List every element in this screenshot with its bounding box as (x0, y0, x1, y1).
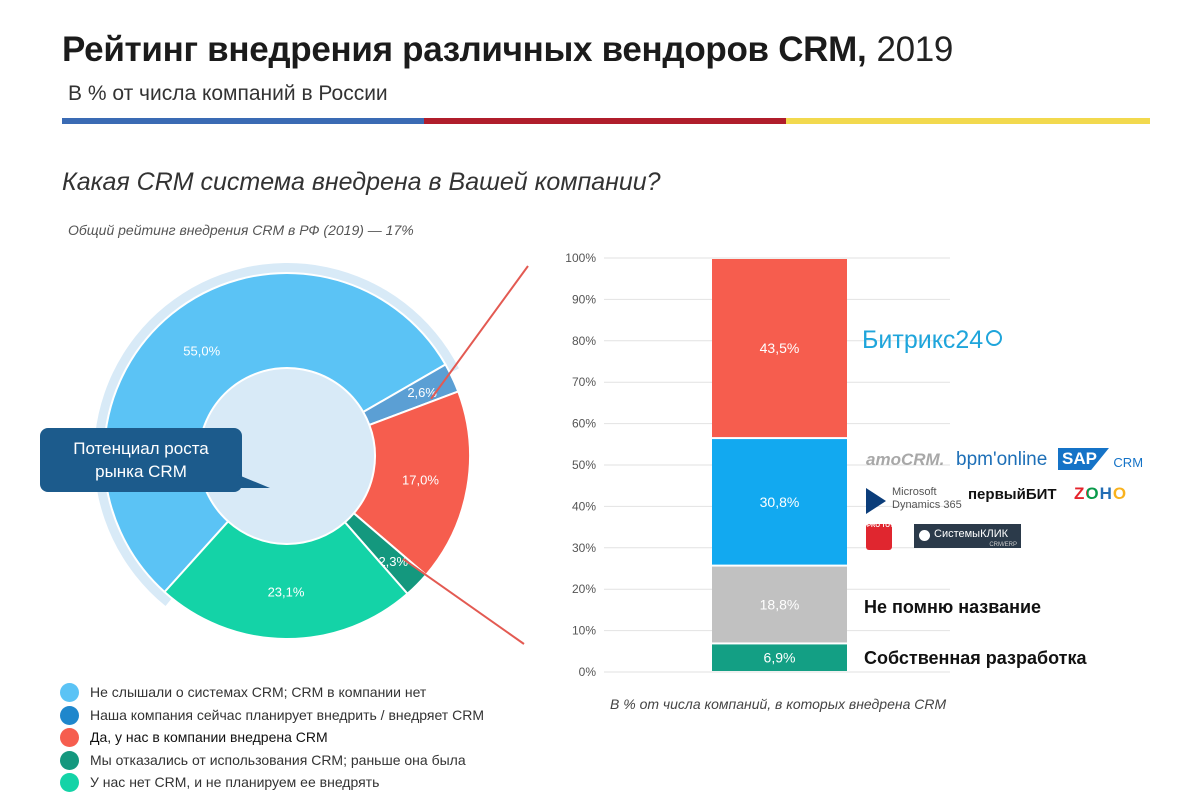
header-stripe-blue (62, 118, 424, 124)
donut-chart: 55,0% 2,6% 17,0% 2,3% 23,1% (94, 263, 471, 640)
title-text: Рейтинг внедрения различных вендоров CRM… (62, 30, 867, 69)
y-tick-label: 60% (572, 417, 596, 431)
bar-segment (712, 259, 847, 438)
header-stripe-yellow (786, 118, 1150, 124)
legend-swatch (60, 773, 79, 792)
sistemaklik-logo-text: СистемыКЛИК (934, 528, 1009, 540)
page-title: Рейтинг внедрения различных вендоров CRM… (62, 30, 953, 70)
sistemaklik-logo: СистемыКЛИК CRM/ERP (914, 524, 1021, 548)
y-tick-label: 10% (572, 624, 596, 638)
y-tick-label: 20% (572, 582, 596, 596)
y-tick-label: 50% (572, 458, 596, 472)
callout-line-2: рынка CRM (95, 462, 187, 481)
legend-label: Да, у нас в компании внедрена CRM (90, 729, 328, 745)
legend-swatch (60, 728, 79, 747)
y-tick-label: 80% (572, 334, 596, 348)
connector-line-bottom (402, 558, 525, 645)
y-tick-label: 30% (572, 541, 596, 555)
legend-label: Мы отказались от использования CRM; рань… (90, 751, 466, 768)
donut-slice (163, 519, 409, 640)
donut-slice-label: 55,0% (183, 344, 220, 359)
callout-pointer (236, 474, 270, 488)
survey-question: Какая CRM система внедрена в Вашей компа… (62, 168, 661, 196)
connector-lines (402, 265, 529, 645)
dynamics-line-1: Microsoft (892, 486, 937, 498)
dynamics-line-2: Dynamics 365 (892, 499, 962, 511)
sistemaklik-icon (919, 530, 930, 541)
y-tick-label: 40% (572, 499, 596, 513)
stacked-bar-chart: 0% 10% 20% 30% 40% 50% 60% 70% 80% 90% 100% 6,9% 18,… (565, 251, 950, 679)
amocrm-logo: amoCRM. (866, 450, 945, 469)
callout-line-1: Потенциал роста (73, 439, 209, 458)
bar-segment-label: 43,5% (760, 340, 800, 356)
donut-slice (352, 390, 471, 577)
donut-slice-label: 17,0% (402, 472, 439, 487)
growth-potential-callout: Потенциал роста рынка CRM (40, 428, 242, 492)
header-stripe-red (424, 118, 786, 124)
donut-wedge-highlight (287, 456, 362, 506)
donut-caption: Общий рейтинг внедрения CRM в РФ (2019) … (68, 222, 414, 238)
bar-segment (712, 644, 847, 671)
zoho-logo: ZOHO (1074, 484, 1127, 504)
y-tick-label: 100% (565, 251, 596, 265)
legend-label: Не слышали о системах CRM; CRM в компани… (90, 684, 427, 700)
bar-segment-label: 18,8% (760, 597, 800, 613)
donut-slice-label: 2,3% (378, 554, 408, 569)
y-tick-label: 90% (572, 292, 596, 306)
protoy-logo-text: PRO TOY (867, 523, 894, 529)
y-tick-label: 70% (572, 375, 596, 389)
title-year: 2019 (876, 30, 954, 69)
sap-logo-suffix: CRM (1113, 455, 1144, 470)
legend-label: Наша компания сейчас планирует внедрить … (90, 706, 484, 723)
pervybit-logo: первыйБИТ (968, 486, 1057, 503)
connector-line-top (430, 265, 529, 400)
vendor-dontremember: Не помню название (864, 597, 1042, 617)
page-subtitle: В % от числа компаний в России (68, 82, 388, 105)
sap-logo-mark: SAP (1058, 448, 1109, 470)
bar-segment (712, 566, 847, 643)
bitrix24-logo-text: Битрикс24 (862, 326, 984, 354)
bar-caption: В % от числа компаний, в которых внедрен… (610, 696, 947, 712)
bar-segment-label: 30,8% (760, 494, 800, 510)
bitrix24-logo: Битрикс24 (862, 326, 1003, 355)
clock-icon (986, 330, 1003, 346)
dynamics-icon (866, 488, 886, 514)
bar-segment (712, 439, 847, 565)
vendor-inhouse: Собственная разработка (864, 648, 1087, 668)
legend-swatch (60, 705, 79, 725)
legend-label: У нас нет CRM, и не планируем ее внедрят… (90, 774, 380, 790)
donut-slice-label: 2,6% (407, 385, 437, 400)
bar-segment-label: 6,9% (764, 650, 796, 666)
sistemaklik-logo-sub: CRM/ERP (989, 542, 1017, 548)
bpmonline-logo: bpm'online (956, 449, 1048, 470)
legend-swatch (60, 750, 79, 770)
legend-swatch (60, 683, 79, 702)
donut-slice-label: 23,1% (268, 584, 305, 599)
zoho-logo-text: ZOHO (1074, 484, 1128, 503)
protoy-logo: PRO TOY (866, 523, 894, 550)
sap-crm-logo: SAP CRM (1058, 448, 1143, 472)
y-tick-label: 0% (579, 665, 597, 679)
